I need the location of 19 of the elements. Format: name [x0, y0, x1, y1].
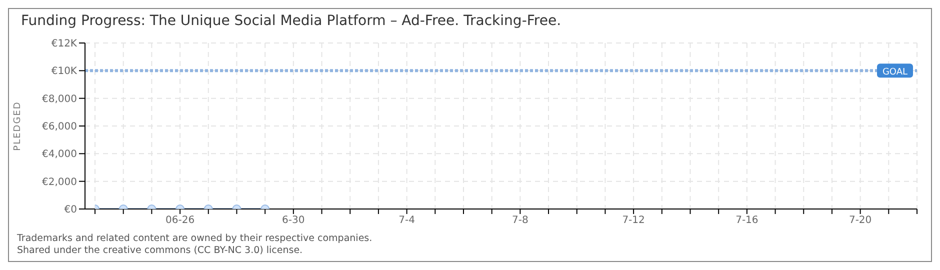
x-tick-label: 06-26 [166, 215, 195, 226]
x-tick-label: 7-12 [622, 215, 645, 226]
x-tick-label: 7-20 [848, 215, 872, 226]
text: Shared under the creative commons (CC BY-NC 3.0) license. [17, 245, 304, 257]
chart-title: Funding Progress: The Unique Social Media Platform – Ad-Free. Tracking-Free. [20, 12, 562, 31]
x-tick-label: 7-8 [512, 215, 528, 226]
x-tick-label: 7-16 [736, 215, 758, 226]
text: Trademarks and related content are owned by their respective companies. [17, 233, 374, 245]
ref-line-label: GOAL [882, 68, 908, 78]
y-tick-label: €10K [51, 66, 78, 78]
x-tick-label: 7-4 [398, 215, 415, 226]
y-axis-title: PLEDGED [13, 101, 24, 151]
y-tick-label: €0 [64, 204, 77, 216]
y-tick-label: €6,000 [42, 122, 77, 133]
y-tick-label: €8,000 [42, 94, 77, 105]
x-tick-label: 6-30 [282, 215, 305, 226]
y-tick-label: €12K [51, 38, 78, 50]
y-tick-label: €2,000 [42, 176, 77, 188]
y-tick-label: €4,000 [42, 149, 77, 160]
